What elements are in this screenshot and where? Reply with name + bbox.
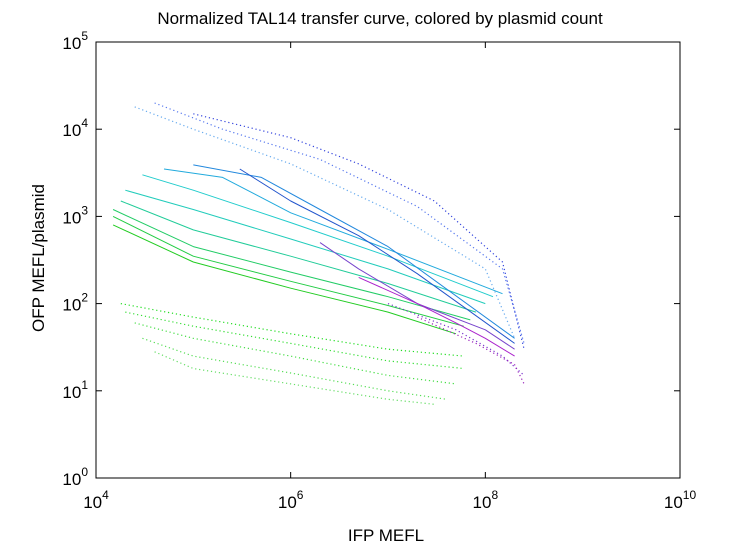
series-line bbox=[193, 113, 525, 350]
x-tick-label: 104 bbox=[83, 488, 109, 512]
series-line bbox=[112, 209, 471, 321]
series-line bbox=[163, 168, 503, 295]
y-tick-label: 102 bbox=[62, 291, 88, 315]
series-line bbox=[125, 189, 486, 305]
y-tick-label: 101 bbox=[62, 378, 88, 402]
y-axis-label: OFP MEFL/plasmid bbox=[29, 184, 48, 332]
x-tick-label: 106 bbox=[278, 488, 304, 512]
y-tick-label: 100 bbox=[62, 465, 88, 489]
series-line bbox=[387, 303, 525, 376]
series-line bbox=[120, 303, 464, 357]
series-line bbox=[112, 215, 464, 327]
series-line bbox=[154, 351, 435, 405]
x-axis: 104 106 108 1010 bbox=[83, 42, 696, 512]
series-line bbox=[154, 102, 525, 344]
y-tick-label: 105 bbox=[62, 29, 88, 53]
series-line bbox=[125, 311, 464, 370]
chart-title: Normalized TAL14 transfer curve, colored… bbox=[157, 9, 603, 28]
series-line bbox=[239, 168, 515, 344]
series-line bbox=[358, 276, 515, 357]
y-tick-label: 103 bbox=[62, 203, 88, 227]
series-line bbox=[142, 337, 447, 400]
series-line bbox=[120, 200, 477, 313]
series-line bbox=[417, 316, 525, 385]
plot-area bbox=[112, 102, 525, 405]
plot-frame bbox=[95, 41, 681, 479]
series-line bbox=[112, 224, 457, 335]
x-axis-label: IFP MEFL bbox=[348, 526, 424, 545]
series-line bbox=[142, 174, 494, 298]
y-tick-label: 104 bbox=[62, 116, 88, 140]
x-tick-label: 108 bbox=[473, 488, 499, 512]
y-axis: 100 101 102 103 104 105 bbox=[62, 29, 680, 489]
x-tick-label: 1010 bbox=[664, 488, 697, 512]
series-line bbox=[134, 322, 457, 385]
series-line bbox=[193, 164, 515, 339]
series-line bbox=[134, 106, 516, 339]
